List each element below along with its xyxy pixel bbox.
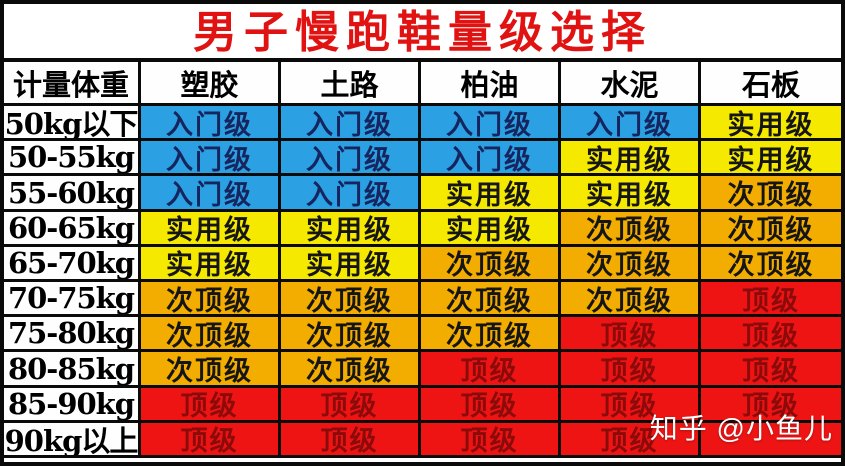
column-header-surface: 塑胶: [141, 62, 281, 106]
tier-cell: 入门级: [281, 176, 421, 212]
weight-label: 50-55kg: [4, 141, 141, 177]
weight-label: 60-65kg: [4, 211, 141, 247]
tier-cell: 顶级: [141, 387, 281, 423]
weight-label: 70-75kg: [4, 282, 141, 318]
tier-cell: 顶级: [421, 387, 561, 423]
tier-cell: 次顶级: [701, 246, 841, 282]
tier-cell: 顶级: [561, 352, 701, 388]
tier-cell: [701, 422, 841, 458]
tier-cell: 顶级: [281, 422, 421, 458]
tier-cell: 实用级: [141, 211, 281, 247]
tier-cell: 顶级: [561, 422, 701, 458]
tier-cell: 顶级: [281, 387, 421, 423]
weight-label: 65-70kg: [4, 246, 141, 282]
tier-cell: 实用级: [701, 141, 841, 177]
tier-cell: 次顶级: [281, 352, 421, 388]
tier-cell: 实用级: [421, 176, 561, 212]
watermark: 知乎 @小鱼儿: [649, 413, 833, 444]
weight-label: 75-80kg: [4, 317, 141, 353]
tier-cell: 次顶级: [141, 317, 281, 353]
tier-cell: 次顶级: [281, 282, 421, 318]
tier-cell: 顶级: [701, 352, 841, 388]
tier-cell: 顶级: [141, 422, 281, 458]
column-header-weight: 计量体重: [4, 62, 141, 106]
tier-cell: 入门级: [141, 106, 281, 142]
tier-cell: 实用级: [281, 211, 421, 247]
weight-label: 80-85kg: [4, 352, 141, 388]
tier-grid: 计量体重 塑胶 土路 柏油 水泥 石板 50kg以下 入门级 入门级 入门级 入门级 实用级 50-55…: [4, 62, 841, 458]
tier-cell: 次顶级: [141, 282, 281, 318]
tier-cell: 次顶级: [701, 176, 841, 212]
tier-cell: 顶级: [561, 387, 701, 423]
tier-cell: 次顶级: [701, 211, 841, 247]
tier-cell: 入门级: [281, 141, 421, 177]
tier-cell: 次顶级: [421, 246, 561, 282]
tier-cell: 实用级: [421, 211, 561, 247]
tier-cell: 次顶级: [561, 282, 701, 318]
tier-cell: 次顶级: [421, 282, 561, 318]
tier-cell: 顶级: [561, 317, 701, 353]
tier-cell: 入门级: [141, 141, 281, 177]
weight-label: 55-60kg: [4, 176, 141, 212]
column-header-surface: 柏油: [421, 62, 561, 106]
tier-cell: 入门级: [561, 106, 701, 142]
tier-cell: 入门级: [421, 106, 561, 142]
column-header-surface: 石板: [701, 62, 841, 106]
tier-cell: 实用级: [281, 246, 421, 282]
tier-cell: 顶级: [701, 317, 841, 353]
weight-label: 50kg以下: [4, 106, 141, 142]
tier-cell: 次顶级: [141, 352, 281, 388]
weight-label: 90kg以上: [4, 422, 141, 458]
tier-cell: 实用级: [561, 141, 701, 177]
tier-cell: 顶级: [421, 422, 561, 458]
tier-cell: 实用级: [561, 176, 701, 212]
tier-cell: 入门级: [281, 106, 421, 142]
tier-cell: 次顶级: [561, 246, 701, 282]
tier-cell: 实用级: [141, 246, 281, 282]
weight-label: 85-90kg: [4, 387, 141, 423]
tier-cell: 次顶级: [281, 317, 421, 353]
tier-cell: 顶级: [701, 282, 841, 318]
tier-cell: 顶级: [701, 387, 841, 423]
column-header-surface: 水泥: [561, 62, 701, 106]
column-header-surface: 土路: [281, 62, 421, 106]
page-title: 男子慢跑鞋量级选择: [4, 4, 841, 62]
tier-cell: 次顶级: [561, 211, 701, 247]
tier-cell: 顶级: [421, 352, 561, 388]
tier-cell: 入门级: [141, 176, 281, 212]
tier-cell: 实用级: [701, 106, 841, 142]
tier-cell: 次顶级: [421, 317, 561, 353]
tier-cell: 入门级: [421, 141, 561, 177]
